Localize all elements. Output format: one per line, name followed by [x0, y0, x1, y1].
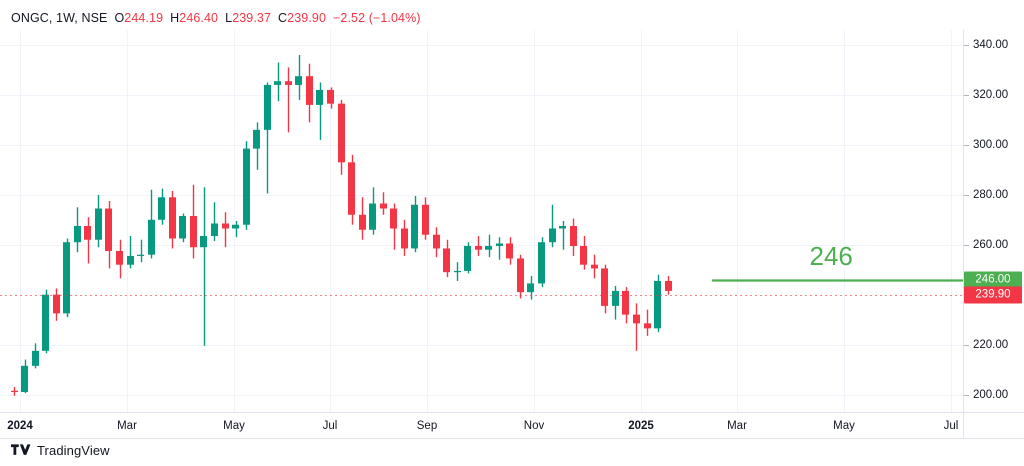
price-tick: 320.00 [964, 88, 1009, 101]
tick-dash [964, 244, 969, 246]
open-label: O [114, 11, 125, 25]
price-change: −2.52 (−1.04%) [333, 11, 421, 25]
time-tick-label: Mar [727, 420, 747, 432]
time-scale-corner [963, 412, 1024, 438]
price-tick: 280.00 [964, 188, 1009, 201]
current-price-badge[interactable]: 239.90 [964, 286, 1022, 304]
time-tick-label: May [223, 420, 245, 432]
price-tick-label: 300.00 [973, 138, 1009, 151]
price-tick-label: 220.00 [973, 338, 1009, 351]
level-annotation-label[interactable]: 246 [809, 240, 853, 271]
time-scale[interactable]: 2024 Mar May Jul Sep Nov 2025 Mar May Jul [0, 412, 963, 438]
vertical-gridlines [20, 30, 952, 412]
close-value: 239.90 [287, 11, 327, 25]
low-value: 239.37 [232, 11, 272, 25]
open-value: 244.19 [124, 11, 164, 25]
bottom-bar: TradingView [0, 438, 1024, 466]
time-tick-label: 2025 [628, 420, 654, 432]
candle-series [11, 54, 672, 396]
tradingview-wordmark: TradingView [37, 443, 110, 458]
price-tick: 340.00 [964, 38, 1009, 51]
price-tick: 260.00 [964, 238, 1009, 251]
time-tick-label: Nov [523, 420, 545, 432]
price-tick: 220.00 [964, 338, 1009, 351]
price-tick-label: 340.00 [973, 38, 1009, 51]
time-tick-label: May [833, 420, 855, 432]
price-tick-label: 260.00 [973, 238, 1009, 251]
chart-plot-area[interactable]: 246 [0, 30, 963, 412]
tick-dash [964, 94, 969, 96]
high-value: 246.40 [179, 11, 219, 25]
candlestick-canvas [0, 30, 963, 412]
high-label: H [170, 11, 180, 25]
tradingview-logo[interactable]: TradingView [11, 443, 110, 458]
tick-dash [964, 394, 969, 396]
tick-dash [964, 194, 969, 196]
horizontal-gridlines [0, 45, 963, 396]
time-tick-label: Jul [322, 420, 338, 432]
time-tick-label: 2024 [7, 420, 33, 432]
close-label: C [278, 11, 288, 25]
tick-dash [964, 344, 969, 346]
price-tick-label: 280.00 [973, 188, 1009, 201]
price-tick-label: 200.00 [973, 388, 1009, 401]
symbol-label[interactable]: ONGC, 1W, NSE [11, 11, 108, 25]
low-label: L [225, 11, 233, 25]
tradingview-mark-icon [11, 443, 31, 455]
price-tick: 300.00 [964, 138, 1009, 151]
time-tick-label: Mar [117, 420, 137, 432]
time-tick-label: Jul [943, 420, 959, 432]
tick-dash [964, 144, 969, 146]
price-tick: 200.00 [964, 388, 1009, 401]
price-scale[interactable]: 340.00 320.00 300.00 280.00 260.00 220.00 200.… [963, 30, 1024, 412]
tick-dash [964, 44, 969, 46]
level-price-badge[interactable]: 246.00 [964, 271, 1022, 289]
time-tick-label: Sep [416, 420, 438, 432]
price-tick-label: 320.00 [973, 88, 1009, 101]
